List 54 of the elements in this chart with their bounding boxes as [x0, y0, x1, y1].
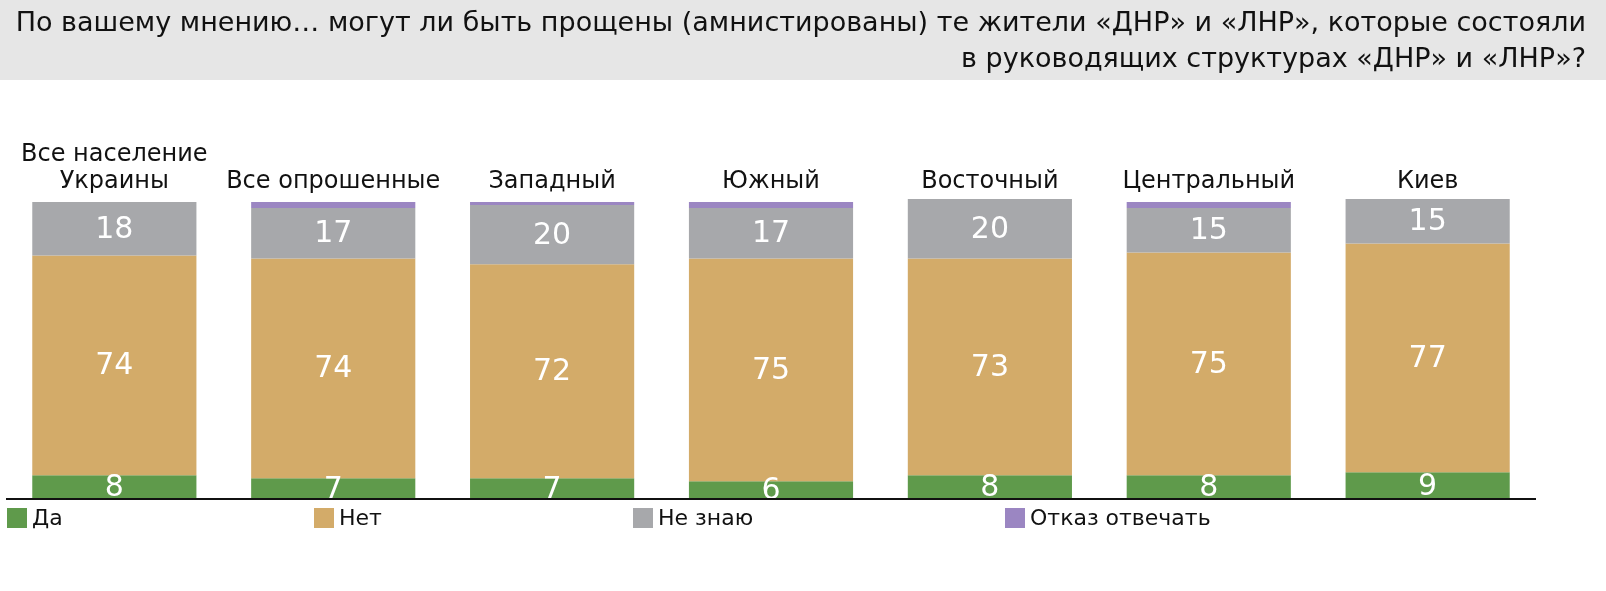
data-label: 20 [970, 209, 1009, 245]
bar [1345, 199, 1510, 244]
bar [1126, 201, 1291, 208]
bar [251, 207, 416, 259]
data-label: 7 [323, 469, 343, 505]
bar [1345, 243, 1510, 473]
bar [1345, 472, 1510, 499]
data-label: 75 [751, 350, 791, 386]
bar [907, 258, 1072, 476]
data-label: 18 [95, 209, 134, 245]
legend-label: Не знаю [658, 505, 754, 530]
data-label: 15 [1189, 211, 1228, 247]
bar [1126, 475, 1291, 499]
legend-label: Нет [339, 505, 383, 530]
data-label: 20 [533, 215, 572, 251]
data-label: 7 [542, 469, 562, 505]
data-label: 6 [761, 471, 781, 507]
bar [470, 204, 635, 265]
x-tick-label: Киев [1396, 166, 1459, 194]
x-tick-label: Восточный [921, 166, 1059, 194]
bar [251, 478, 416, 499]
bar [470, 478, 635, 499]
bar [907, 475, 1072, 499]
bar [688, 201, 854, 208]
bar [32, 201, 197, 256]
bar [470, 201, 635, 205]
data-label: 72 [533, 352, 572, 388]
bar [251, 201, 416, 208]
bar [32, 255, 197, 476]
data-label: 73 [970, 347, 1009, 383]
data-label: 15 [1408, 202, 1447, 238]
bar [907, 199, 1072, 259]
legend-label: Да [32, 505, 63, 530]
bar [1126, 252, 1291, 476]
bar [688, 207, 854, 259]
data-label: 9 [1418, 466, 1438, 502]
x-tick-label: Все опрошенные [226, 166, 441, 194]
data-label: 77 [1408, 338, 1447, 374]
bar [1126, 207, 1291, 253]
data-label: 8 [980, 468, 1000, 504]
data-label: 74 [314, 349, 353, 385]
data-label: 74 [95, 346, 134, 382]
data-label: 17 [314, 214, 353, 250]
legend-label: Отказ отвечать [1030, 505, 1211, 530]
bar [32, 475, 197, 499]
data-label: 75 [1189, 344, 1228, 380]
x-tick-label: Центральный [1122, 166, 1296, 194]
data-label: 17 [751, 214, 791, 250]
x-tick-label: Западный [488, 166, 616, 194]
chart-title: По вашему мнению… могут ли быть прощены (амнистированы) те жители «ДНР» и «ЛНР», которые состояли в руководящих структурах «ДНР» и «ЛНР»? [0, 0, 1606, 80]
data-label: 8 [1199, 468, 1219, 504]
x-tick-label: Южный [722, 166, 820, 194]
data-label: 8 [104, 468, 124, 504]
x-tick-label: Все население Украины [21, 139, 208, 194]
